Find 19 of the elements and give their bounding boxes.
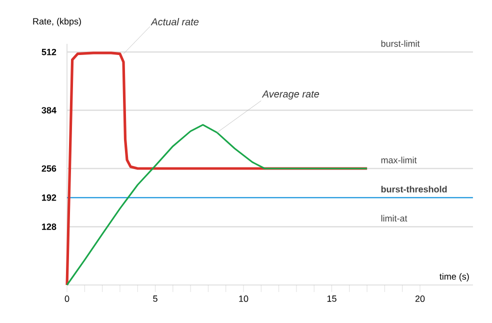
ref-line-label: limit-at	[381, 214, 408, 222]
x-tick-label: 5	[153, 296, 158, 302]
y-axis-title: Rate, (kbps)	[33, 18, 81, 26]
ref-line-label: max-limit	[381, 156, 417, 164]
annotation: Average rate	[262, 90, 320, 100]
ref-line-label: burst-threshold	[381, 186, 447, 192]
annotation: Actual rate	[150, 18, 199, 26]
y-tick-label: 192	[42, 194, 56, 201]
y-tick-label: 128	[42, 224, 56, 230]
y-tick-label: 512	[42, 48, 56, 56]
y-tick-label: 384	[42, 107, 56, 114]
ref-line-label: burst-limit	[381, 40, 420, 47]
x-tick-label: 15	[327, 296, 336, 302]
x-axis-title: time (s)	[440, 273, 469, 282]
x-tick-label: 0	[64, 296, 70, 302]
y-tick-label: 256	[42, 165, 56, 172]
x-tick-label: 20	[415, 296, 425, 302]
x-tick-label: 10	[239, 296, 248, 302]
line-series	[66, 124, 368, 286]
